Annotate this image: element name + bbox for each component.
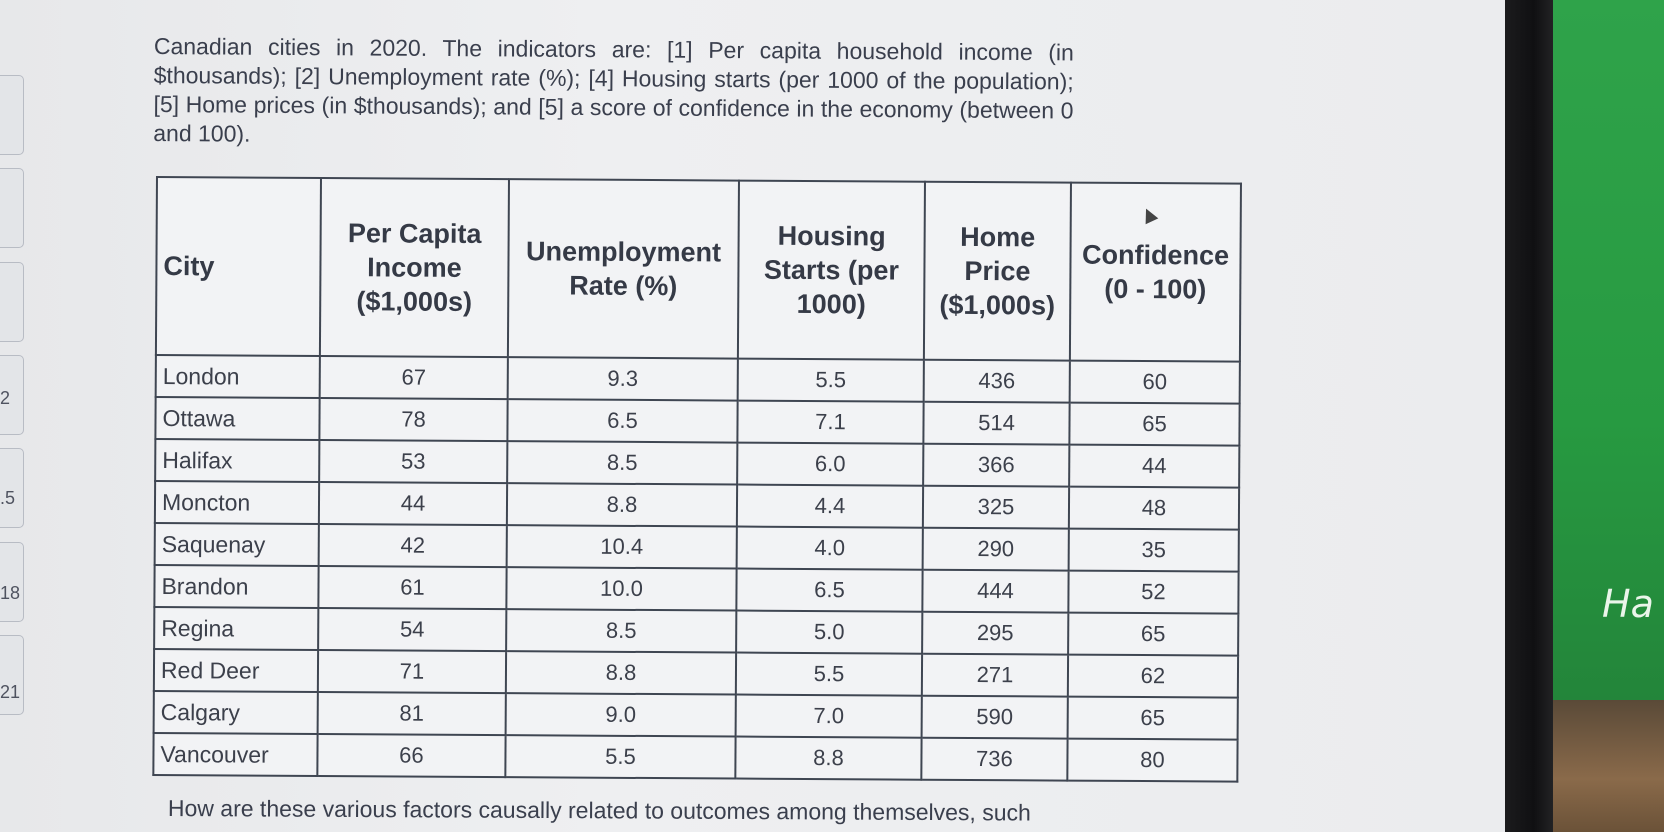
sidebar-number: 18 [0,583,21,603]
background-floor [1553,700,1664,832]
header-home-price: Home Price ($1,000s) [923,181,1071,361]
cell-confidence: 62 [1067,654,1239,698]
cell-income: 44 [318,482,508,526]
cell-unemployment: 9.0 [505,693,736,737]
cell-housing-starts: 7.1 [737,400,924,444]
table-row: Moncton 44 8.8 4.4 325 48 [154,481,1240,530]
cell-income: 61 [318,566,507,610]
cell-income: 81 [317,691,506,736]
cell-confidence: 65 [1069,402,1240,446]
cell-home-price: 325 [922,485,1070,529]
cell-unemployment: 8.8 [506,483,738,527]
sidebar-box[interactable] [0,542,24,622]
header-unemployment: Unemployment Rate (%) [507,179,739,359]
intro-paragraph: Canadian cities in 2020. The indicators … [153,32,1074,147]
table-row: Vancouver 66 5.5 8.8 736 80 [153,732,1238,782]
cell-unemployment: 10.4 [506,525,737,569]
monitor-screen: 2 .5 18 21 Canadian cities in 2020. The … [0,0,1505,832]
cell-confidence: 80 [1067,738,1238,782]
cell-confidence: 65 [1067,696,1238,740]
cell-housing-starts: 4.0 [736,526,923,570]
sidebar-number: .5 [0,488,16,508]
cell-unemployment: 10.0 [506,567,737,611]
header-confidence: Confidence (0 - 100) [1069,182,1241,362]
sidebar-box[interactable] [0,75,24,155]
sidebar-number: 2 [0,388,11,408]
header-income: Per Capita Income ($1,000s) [319,178,509,358]
cell-city: Saquenay [154,522,319,567]
cell-city: London [155,355,320,399]
cell-housing-starts: 8.8 [735,736,922,780]
header-housing-starts: Housing Starts (per 1000) [737,180,925,360]
table-row: Brandon 61 10.0 6.5 444 52 [154,564,1239,614]
table-row: Regina 54 8.5 5.0 295 65 [154,606,1239,656]
cell-unemployment: 5.5 [505,735,736,779]
cell-income: 71 [317,649,507,694]
cell-income: 67 [319,356,508,400]
cell-city: Calgary [153,690,318,734]
table-row: London 67 9.3 5.5 436 60 [155,355,1240,404]
data-table-wrapper: City Per Capita Income ($1,000s) Unemplo… [152,176,1242,783]
cell-housing-starts: 7.0 [735,694,922,738]
cell-income: 66 [317,733,506,778]
sidebar-box[interactable] [0,355,24,435]
cell-confidence: 44 [1069,444,1240,488]
cell-city: Red Deer [153,648,319,692]
cell-city: Vancouver [153,732,318,776]
sidebar-box[interactable] [0,168,24,248]
sidebar-box[interactable] [0,448,24,528]
cell-city: Halifax [155,439,320,483]
city-indicators-table: City Per Capita Income ($1,000s) Unemplo… [152,176,1242,783]
sidebar-box[interactable] [0,635,24,715]
cell-income: 78 [319,398,508,442]
cell-housing-starts: 5.0 [736,610,923,654]
sidebar-number: 21 [0,682,21,702]
cell-housing-starts: 5.5 [737,358,924,402]
table-row: Red Deer 71 8.8 5.5 271 62 [153,648,1239,698]
table-row: Saquenay 42 10.4 4.0 290 35 [154,522,1239,572]
cell-home-price: 290 [922,527,1069,571]
cell-confidence: 60 [1069,360,1240,404]
green-sign [1553,0,1664,700]
cell-home-price: 514 [923,401,1070,445]
left-sidebar: 2 .5 18 21 [0,0,24,832]
cell-unemployment: 8.8 [505,651,737,695]
cell-unemployment: 8.5 [507,441,738,485]
cell-home-price: 366 [923,443,1070,487]
table-row: Ottawa 78 6.5 7.1 514 65 [155,397,1240,446]
cell-home-price: 736 [921,737,1068,781]
cell-home-price: 436 [923,359,1070,403]
cell-unemployment: 6.5 [507,399,738,443]
cell-home-price: 590 [921,695,1068,739]
cell-home-price: 271 [921,653,1069,697]
cell-income: 42 [318,524,507,568]
cell-unemployment: 9.3 [507,357,738,401]
cell-home-price: 444 [922,569,1069,613]
cell-confidence: 35 [1068,528,1239,572]
cell-home-price: 295 [922,611,1069,655]
cell-confidence: 48 [1068,486,1240,530]
question-text: How are these various factors causally r… [167,795,1031,826]
cell-income: 54 [318,607,507,652]
table-row: Calgary 81 9.0 7.0 590 65 [153,690,1238,740]
cell-unemployment: 8.5 [506,609,737,653]
cell-housing-starts: 6.0 [737,442,924,486]
cell-housing-starts: 5.5 [735,652,923,696]
monitor-bezel [1505,0,1553,832]
table-header-row: City Per Capita Income ($1,000s) Unemplo… [155,177,1241,362]
cell-income: 53 [319,440,508,484]
header-city: City [155,177,321,357]
sign-text: Ha [1602,582,1654,626]
cell-city: Moncton [154,481,320,525]
cell-housing-starts: 4.4 [736,484,924,528]
cell-housing-starts: 6.5 [736,568,923,612]
sidebar-box[interactable] [0,262,24,342]
cell-confidence: 52 [1068,570,1239,614]
cell-confidence: 65 [1068,612,1239,656]
cell-city: Ottawa [155,397,320,441]
cell-city: Brandon [154,564,319,608]
table-row: Halifax 53 8.5 6.0 366 44 [155,439,1240,488]
cell-city: Regina [154,606,319,650]
